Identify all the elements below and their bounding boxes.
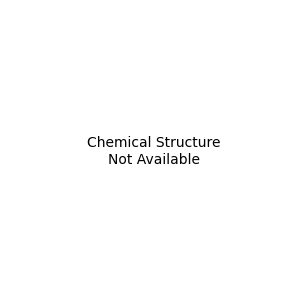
Text: Chemical Structure
Not Available: Chemical Structure Not Available [87, 136, 220, 166]
